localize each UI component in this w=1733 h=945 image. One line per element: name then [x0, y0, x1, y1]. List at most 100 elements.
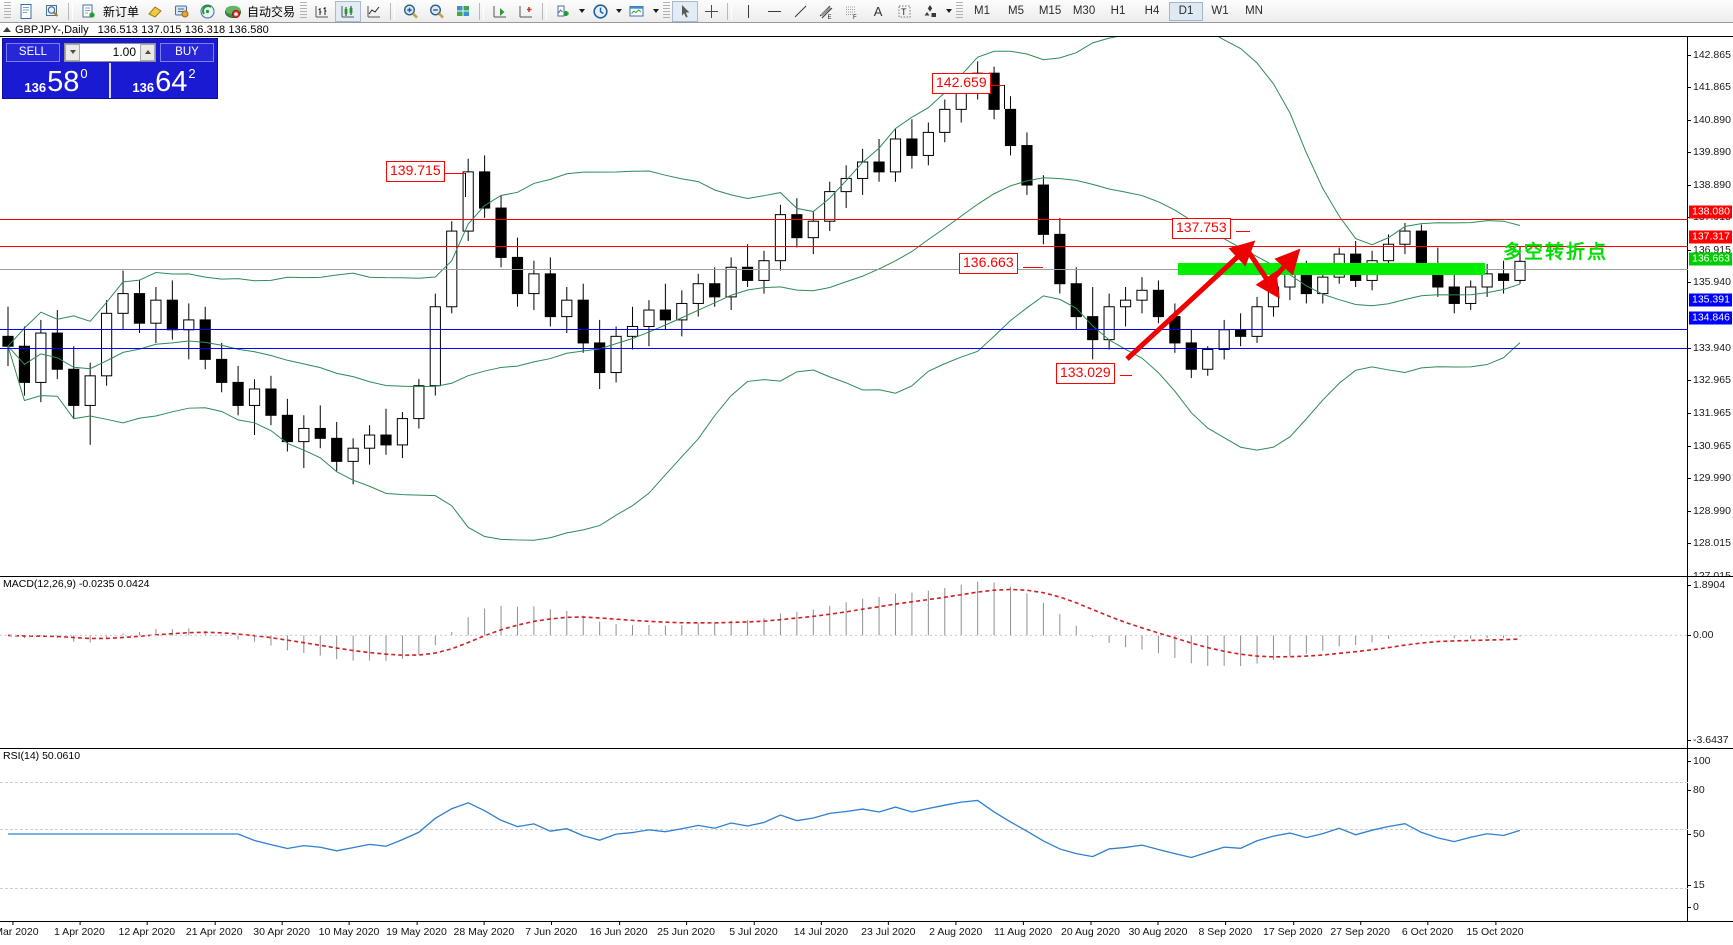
indicators-icon[interactable]: [550, 1, 576, 22]
callout-142659-stem: [1004, 85, 1005, 109]
trendline-icon[interactable]: [787, 1, 813, 22]
pivot-line-136663[interactable]: [0, 269, 1688, 270]
toolbar-grip-3[interactable]: [663, 2, 671, 20]
toolbar-grip-2[interactable]: [300, 2, 308, 20]
price-tag-136663[interactable]: 136.663: [1689, 252, 1732, 266]
trend-arrow-overlay[interactable]: [0, 37, 1688, 576]
price-tag-137317[interactable]: 137.317: [1689, 230, 1732, 244]
callout-133029[interactable]: 133.029: [1056, 363, 1115, 384]
price-tick: 139.890: [1688, 146, 1731, 158]
volume-decrease-icon[interactable]: [65, 43, 80, 61]
tile-windows-icon[interactable]: [450, 1, 476, 22]
buy-price-sup: 2: [188, 66, 196, 81]
timeframe-h1[interactable]: H1: [1110, 5, 1126, 17]
price-tag-135391[interactable]: 135.391: [1689, 293, 1732, 307]
auto-scroll-icon[interactable]: [487, 1, 513, 22]
timeframe-mn[interactable]: MN: [1245, 5, 1263, 17]
cursor-icon[interactable]: [672, 0, 699, 22]
new-order-icon[interactable]: [76, 1, 102, 22]
vertical-line-icon[interactable]: [735, 1, 761, 22]
callout-139715[interactable]: 139.715: [386, 161, 445, 182]
chart-symbol-label: GBPJPY-,Daily: [15, 23, 89, 36]
rsi-tick: 80: [1688, 784, 1705, 796]
new-chart-icon[interactable]: [13, 1, 39, 22]
toolbar-grip[interactable]: [4, 2, 11, 20]
templates-icon[interactable]: [624, 1, 650, 22]
new-order-label[interactable]: 新订单: [103, 4, 140, 19]
horizontal-line-icon[interactable]: [761, 1, 787, 22]
signals-icon[interactable]: [194, 1, 220, 22]
autotrading-icon[interactable]: [220, 1, 246, 22]
fibonacci-icon[interactable]: F: [839, 1, 865, 22]
timeframe-w1[interactable]: W1: [1211, 5, 1229, 17]
timeframe-m5[interactable]: M5: [1008, 5, 1025, 17]
date-tick: 5 Jul 2020: [729, 921, 778, 938]
periods-clock-icon[interactable]: [587, 1, 613, 22]
support-line-134846[interactable]: [0, 348, 1688, 349]
support-line-135391[interactable]: [0, 329, 1688, 330]
buy-button[interactable]: BUY: [160, 42, 214, 62]
sell-price[interactable]: 136 58 0: [3, 63, 109, 98]
timeframe-h4[interactable]: H4: [1144, 5, 1160, 17]
price-pane[interactable]: 142.659 139.715 137.753 136.663 133.029 …: [0, 37, 1733, 576]
rsi-tick: 0: [1688, 901, 1699, 913]
chart-shift-icon[interactable]: [513, 1, 539, 22]
timeframe-m30[interactable]: M30: [1072, 5, 1096, 17]
rsi-pane[interactable]: RSI(14) 50.0610 100 80 50 15 0: [0, 748, 1733, 921]
collapse-triangle-icon[interactable]: [3, 27, 11, 32]
line-chart-icon[interactable]: [361, 1, 387, 22]
macd-axis[interactable]: 1.8904 0.00 -3.6437: [1688, 577, 1733, 748]
autotrading-label[interactable]: 自动交易: [247, 4, 296, 19]
callout-142659[interactable]: 142.659: [932, 73, 991, 94]
resistance-line-137317[interactable]: [0, 246, 1688, 247]
price-plot-area[interactable]: 142.659 139.715 137.753 136.663 133.029 …: [0, 37, 1688, 576]
navigator-icon[interactable]: [168, 1, 194, 22]
crosshair-icon[interactable]: [698, 1, 724, 22]
indicators-dropdown-arrow[interactable]: [576, 1, 587, 22]
rsi-axis[interactable]: 100 80 50 15 0: [1688, 749, 1733, 921]
candlestick-chart-icon[interactable]: [335, 0, 362, 22]
price-axis[interactable]: 142.865141.865140.890139.890138.890137.9…: [1688, 37, 1733, 576]
date-axis[interactable]: 3 Mar 2020 1 Apr 2020 12 Apr 2020 21 Apr 20…: [0, 921, 1733, 945]
volume-increase-icon[interactable]: [140, 43, 155, 61]
volume-value[interactable]: 1.00: [112, 45, 136, 59]
periods-dropdown-arrow[interactable]: [613, 1, 624, 22]
shapes-icon[interactable]: [917, 1, 943, 22]
sell-price-prefix: 136: [24, 80, 47, 95]
market-watch-icon[interactable]: [39, 1, 65, 22]
price-tag-138080[interactable]: 138.080: [1689, 205, 1732, 219]
price-tick: 140.890: [1688, 114, 1731, 126]
macd-pane[interactable]: MACD(12,26,9) -0.0235 0.0424 1.8904 0.00 -…: [0, 576, 1733, 748]
date-tick: 3 Mar 2020: [0, 921, 39, 938]
callout-137753[interactable]: 137.753: [1172, 218, 1231, 239]
macd-tick: 1.8904: [1688, 579, 1725, 591]
date-tick: 11 Aug 2020: [994, 921, 1053, 938]
buy-price-main: 64: [155, 66, 188, 98]
date-tick: 23 Jul 2020: [861, 921, 916, 938]
callout-136663[interactable]: 136.663: [959, 253, 1018, 274]
timeframe-d1[interactable]: D1: [1169, 1, 1204, 21]
svg-text:E: E: [828, 15, 832, 20]
equidistant-channel-icon[interactable]: E: [813, 1, 839, 22]
zoom-in-icon[interactable]: [398, 1, 424, 22]
macd-series: [0, 581, 1688, 667]
resistance-line-138080[interactable]: [0, 219, 1688, 220]
shapes-dropdown-arrow[interactable]: [943, 1, 954, 22]
price-tag-134846[interactable]: 134.846: [1689, 311, 1732, 325]
zoom-out-icon[interactable]: [424, 1, 450, 22]
buy-price[interactable]: 136 64 2: [109, 63, 217, 98]
metaeditor-icon[interactable]: [142, 1, 168, 22]
text-icon[interactable]: A: [865, 1, 891, 22]
bar-chart-icon[interactable]: [309, 1, 335, 22]
timeframe-m15[interactable]: M15: [1038, 5, 1062, 17]
toolbar-grip-4[interactable]: [956, 2, 964, 20]
templates-dropdown-arrow[interactable]: [650, 1, 661, 22]
timeframe-m1[interactable]: M1: [974, 5, 991, 17]
volume-stepper[interactable]: 1.00: [64, 42, 156, 62]
callout-139715-leader: [445, 173, 465, 174]
sell-button[interactable]: SELL: [6, 42, 60, 62]
text-label-icon[interactable]: T: [891, 1, 917, 22]
rsi-plot-area[interactable]: [0, 749, 1688, 921]
macd-plot-area[interactable]: [0, 577, 1688, 748]
pivot-point-note[interactable]: 多空转折点: [1503, 241, 1609, 263]
